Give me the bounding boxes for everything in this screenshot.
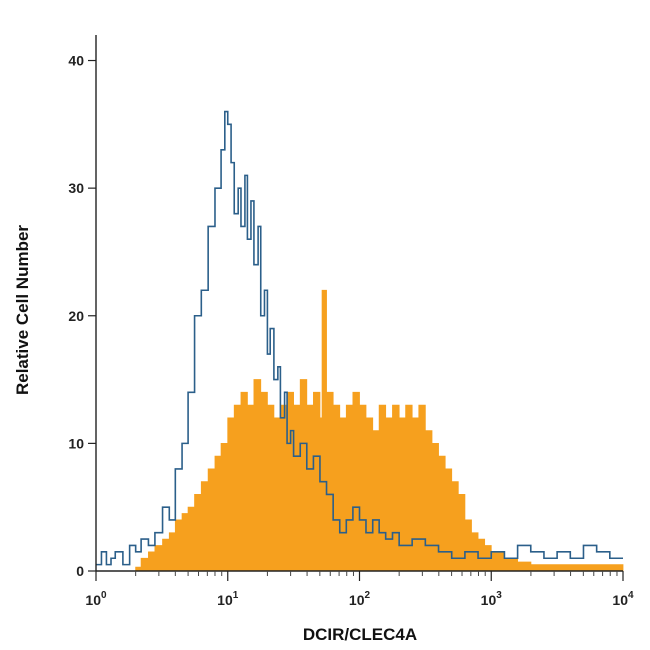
- x-tick-label: 103: [481, 590, 503, 608]
- axes: 0 10 20 30 40 100 101 102 103 104: [68, 35, 634, 608]
- x-tick-label: 102: [349, 590, 371, 608]
- plot-area: [96, 110, 624, 572]
- y-tick-label: 40: [68, 53, 84, 69]
- y-tick-label: 0: [76, 563, 84, 579]
- y-tick-label: 20: [68, 308, 84, 324]
- y-tick-label: 30: [68, 180, 84, 196]
- y-tick-label: 10: [68, 435, 84, 451]
- x-tick-label: 104: [612, 590, 634, 608]
- x-tick-label: 101: [217, 590, 239, 608]
- x-tick-label: 100: [85, 590, 107, 608]
- filled-histogram-series: [96, 289, 624, 572]
- y-axis-title: Relative Cell Number: [13, 225, 32, 395]
- outline-histogram-series: [96, 110, 623, 566]
- x-axis-title: DCIR/CLEC4A: [303, 625, 417, 644]
